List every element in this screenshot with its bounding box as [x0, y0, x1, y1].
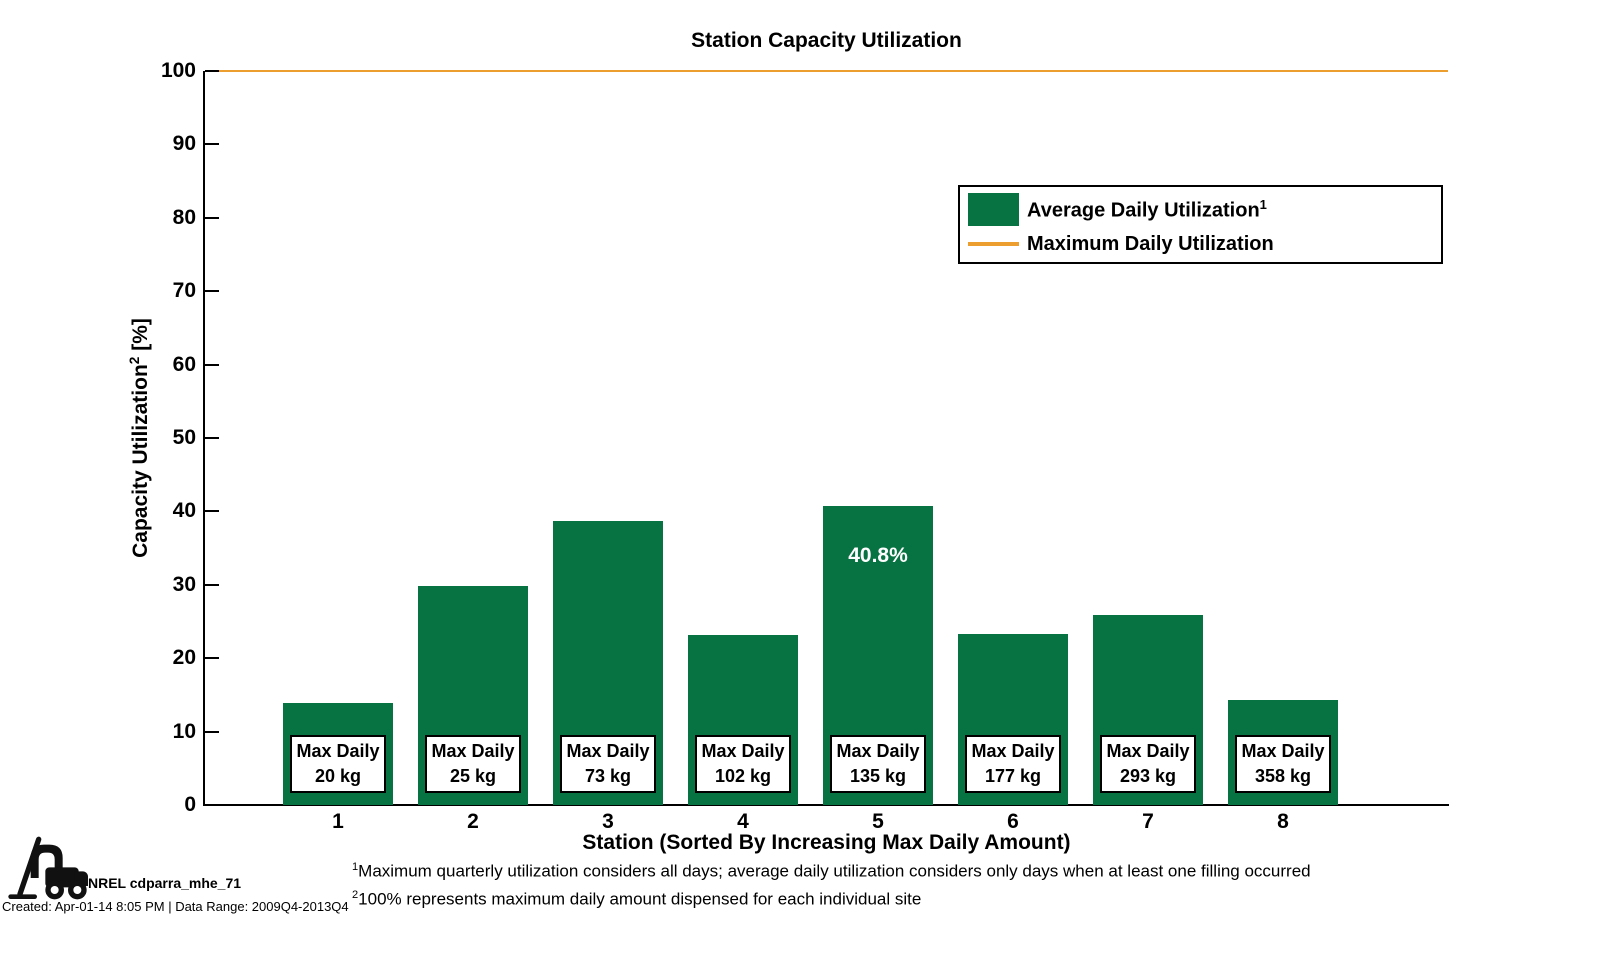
max-daily-amount: 102 kg — [714, 766, 772, 786]
max-daily-amount: 25 kg — [449, 766, 497, 786]
y-tick-label: 10 — [172, 719, 196, 743]
y-tick-label: 0 — [184, 793, 196, 816]
line-series-swatch — [968, 242, 1019, 247]
y-tick-label: 90 — [172, 132, 196, 156]
y-tick-mark — [205, 510, 219, 513]
y-tick-label: 60 — [172, 352, 196, 376]
max-daily-utilization-line — [205, 70, 1448, 72]
x-tick-label: 2 — [467, 810, 479, 833]
forklift-with-droplet-icon — [8, 836, 88, 900]
legend-item-average-daily: Average Daily Utilization1 — [968, 193, 1433, 227]
max-daily-amount: 135 kg — [849, 766, 907, 786]
bar-value-annotation: 40.8% — [848, 543, 908, 567]
bar-station-3: Max Daily 73 kg — [553, 520, 663, 805]
footer-created-line: Created: Apr-01-14 8:05 PM | Data Range:… — [2, 899, 349, 914]
bar-station-7: Max Daily 293 kg — [1093, 614, 1203, 805]
bar-station-8: Max Daily 358 kg — [1228, 700, 1338, 805]
y-tick-mark — [205, 143, 219, 146]
max-daily-title: Max Daily — [431, 741, 515, 761]
x-tick-label: 1 — [332, 810, 344, 833]
max-daily-title: Max Daily — [296, 741, 380, 761]
bar-series-swatch — [968, 193, 1019, 227]
footnote-1: 1Maximum quarterly utilization considers… — [352, 861, 1311, 881]
y-tick-label: 80 — [172, 205, 196, 229]
y-tick-mark — [205, 804, 219, 806]
y-tick-mark — [205, 730, 219, 733]
footnote-2: 2100% represents maximum daily amount di… — [352, 889, 922, 909]
plot-area: Max Daily 20 kg Max Daily 25 kg Max Daily 73 … — [205, 70, 1448, 806]
y-axis-label-superscript: 2 — [127, 356, 142, 365]
bar-station-1: Max Daily 20 kg — [283, 702, 393, 805]
x-tick-label: 3 — [602, 810, 614, 833]
max-daily-title: Max Daily — [566, 741, 650, 761]
y-axis-label-unit: [%] — [129, 318, 152, 351]
bar-station-6: Max Daily 177 kg — [958, 633, 1068, 805]
bar-station-5: Max Daily 135 kg 40.8% — [823, 505, 933, 805]
y-axis-line — [203, 71, 205, 806]
max-daily-title: Max Daily — [971, 741, 1055, 761]
y-tick-label: 20 — [172, 646, 196, 670]
legend: Average Daily Utilization1 Maximum Daily… — [958, 185, 1443, 264]
max-daily-amount: 293 kg — [1119, 766, 1177, 786]
y-tick-mark — [205, 216, 219, 219]
y-tick-mark — [205, 437, 219, 439]
max-daily-label: Max Daily 73 kg — [560, 735, 656, 793]
x-tick-label: 7 — [1142, 810, 1154, 833]
legend-item-maximum-daily: Maximum Daily Utilization — [968, 233, 1433, 256]
max-daily-amount: 177 kg — [984, 766, 1042, 786]
y-tick-label: 30 — [172, 572, 196, 596]
bar-station-4: Max Daily 102 kg — [688, 635, 798, 805]
y-tick-labels: 0 10 20 30 40 50 60 70 80 90 100 — [0, 0, 196, 960]
max-daily-title: Max Daily — [1106, 741, 1190, 761]
max-daily-label: Max Daily 358 kg — [1235, 735, 1331, 793]
max-daily-title: Max Daily — [701, 741, 785, 761]
y-tick-label: 40 — [172, 499, 196, 523]
y-tick-label: 100 — [160, 59, 196, 82]
max-daily-label: Max Daily 177 kg — [965, 735, 1061, 793]
x-tick-label: 4 — [737, 810, 749, 833]
max-daily-amount: 358 kg — [1254, 766, 1312, 786]
x-tick-label: 5 — [872, 810, 884, 833]
y-tick-label: 70 — [172, 279, 196, 303]
max-daily-label: Max Daily 293 kg — [1100, 735, 1196, 793]
max-daily-label: Max Daily 135 kg — [830, 735, 926, 793]
max-daily-title: Max Daily — [836, 741, 920, 761]
bar-station-2: Max Daily 25 kg — [418, 585, 528, 805]
x-axis-line — [203, 804, 1449, 806]
y-tick-mark — [205, 70, 219, 72]
y-tick-mark — [205, 657, 219, 660]
footer-system-label: NREL cdparra_mhe_71 — [88, 875, 242, 891]
max-daily-label: Max Daily 20 kg — [290, 735, 386, 793]
x-tick-label: 6 — [1007, 810, 1019, 833]
chart-title: Station Capacity Utilization — [691, 29, 962, 52]
x-axis-label: Station (Sorted By Increasing Max Daily … — [582, 831, 1071, 854]
max-daily-label: Max Daily 102 kg — [695, 735, 791, 793]
legend-item-label: Average Daily Utilization1 — [1027, 196, 1267, 222]
max-daily-label: Max Daily 25 kg — [425, 735, 521, 793]
y-axis-label: Capacity Utilization2 [%] — [127, 318, 153, 558]
y-tick-label: 50 — [172, 426, 196, 449]
legend-item-label: Maximum Daily Utilization — [1027, 232, 1274, 255]
max-daily-amount: 20 kg — [314, 766, 362, 786]
y-axis-label-text: Capacity Utilization — [129, 364, 152, 558]
y-tick-mark — [205, 363, 219, 366]
y-tick-mark — [205, 583, 219, 586]
y-tick-mark — [205, 290, 219, 293]
max-daily-title: Max Daily — [1241, 741, 1325, 761]
x-tick-label: 8 — [1277, 810, 1289, 833]
max-daily-amount: 73 kg — [584, 766, 632, 786]
